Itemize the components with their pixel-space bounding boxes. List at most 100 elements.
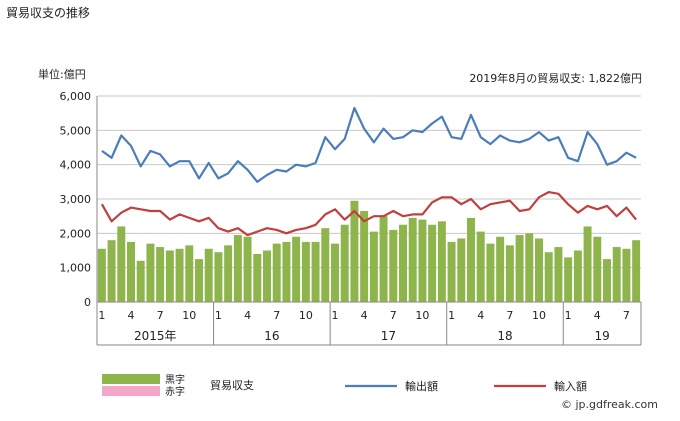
legend-surplus-label: 黒字 [165, 373, 185, 386]
bar [350, 200, 359, 302]
x-tick-label: 1 [98, 309, 105, 322]
bar [564, 257, 573, 302]
bar [593, 236, 602, 302]
bar [301, 241, 310, 302]
legend-surplus-swatch [102, 374, 160, 384]
bar [136, 260, 145, 302]
bar [573, 250, 582, 302]
x-tick-label: 4 [361, 309, 368, 322]
x-tick-label: 10 [532, 309, 546, 322]
x-tick-label: 7 [157, 309, 164, 322]
y-tick-label: 4,000 [60, 159, 92, 172]
bar [457, 238, 466, 302]
bar [544, 252, 553, 302]
bar [622, 248, 631, 302]
bar [447, 241, 456, 302]
bar [272, 243, 281, 302]
year-label: 19 [595, 329, 610, 343]
x-tick-label: 10 [415, 309, 429, 322]
bar [389, 229, 398, 302]
bar [515, 235, 524, 302]
legend-deficit-label: 赤字 [165, 385, 185, 398]
y-tick-label: 3,000 [60, 193, 92, 206]
bar [408, 217, 417, 302]
x-tick-label: 7 [273, 309, 280, 322]
bar [583, 226, 592, 302]
legend-deficit-swatch [102, 386, 160, 396]
bar [282, 241, 291, 302]
x-tick-label: 4 [244, 309, 251, 322]
y-unit-label: 単位:億円 [38, 68, 86, 81]
bar [418, 219, 427, 302]
bar [603, 259, 611, 302]
year-label: 18 [497, 329, 512, 343]
bar [369, 231, 378, 302]
bar [107, 240, 116, 302]
bar [428, 224, 437, 302]
year-label: 16 [264, 329, 279, 343]
x-tick-label: 1 [565, 309, 572, 322]
bar [554, 247, 563, 302]
y-tick-label: 5,000 [60, 124, 92, 137]
bar [360, 211, 369, 302]
bar [292, 236, 301, 302]
bar [253, 253, 262, 302]
legend-balance-label: 貿易収支 [210, 379, 254, 392]
bar [117, 226, 126, 302]
x-tick-label: 7 [390, 309, 397, 322]
y-tick-label: 0 [84, 296, 91, 309]
year-label: 2015年 [134, 329, 177, 343]
page-title: 貿易収支の推移 [6, 6, 91, 20]
bar [496, 236, 505, 302]
x-tick-label: 4 [477, 309, 484, 322]
bar [505, 245, 514, 302]
y-tick-label: 1,000 [60, 262, 92, 275]
x-tick-label: 1 [448, 309, 455, 322]
bar [195, 259, 203, 302]
bar [486, 243, 495, 302]
bar [525, 233, 534, 302]
x-tick-label: 7 [623, 309, 630, 322]
credit-text[interactable]: © jp.gdfreak.com [560, 398, 658, 411]
x-tick-label: 1 [332, 309, 339, 322]
legend-imports-label: 輸入額 [554, 379, 587, 393]
bar [612, 247, 621, 302]
x-tick-label: 4 [594, 309, 601, 322]
bar [437, 221, 446, 302]
exports-line [101, 106, 637, 183]
bar [97, 248, 106, 302]
year-label: 17 [381, 329, 396, 343]
bar [146, 243, 155, 302]
bar [379, 216, 388, 302]
bar [535, 238, 543, 302]
bar [204, 248, 213, 302]
bar [263, 250, 271, 302]
bar [233, 235, 242, 302]
imports-line [100, 191, 637, 237]
y-tick-label: 2,000 [60, 227, 92, 240]
x-tick-label: 4 [128, 309, 135, 322]
x-tick-label: 10 [182, 309, 196, 322]
bar [185, 245, 194, 302]
bar [476, 231, 485, 302]
bar [399, 224, 407, 302]
x-tick-label: 7 [506, 309, 513, 322]
legend-exports-label: 輸出額 [405, 379, 438, 393]
bar [165, 250, 174, 302]
y-tick-label: 6,000 [60, 90, 92, 103]
bar [127, 241, 135, 302]
bar [311, 241, 320, 302]
bar [340, 224, 349, 302]
bar [243, 236, 252, 302]
bar [632, 240, 641, 302]
x-tick-label: 1 [215, 309, 222, 322]
bar [214, 252, 223, 302]
bar [156, 247, 165, 302]
bar [331, 243, 339, 302]
latest-balance-annotation: 2019年8月の貿易収支: 1,822億円 [469, 72, 642, 85]
bar [321, 228, 330, 302]
bar [175, 248, 184, 302]
x-tick-label: 10 [299, 309, 313, 322]
bar [467, 217, 475, 302]
